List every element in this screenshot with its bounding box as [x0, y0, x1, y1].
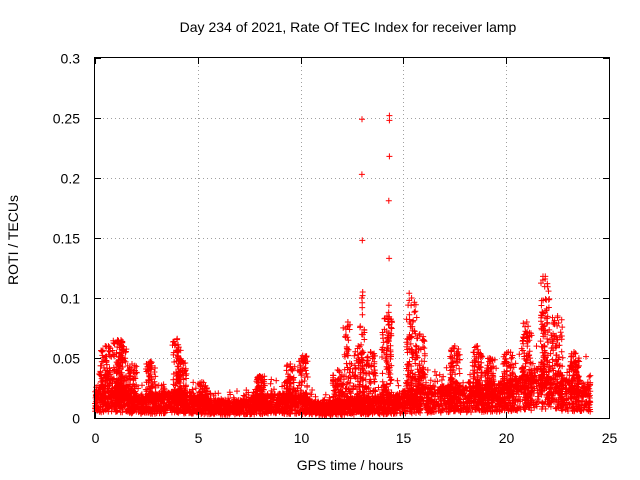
x-tick-label: 15 — [396, 430, 412, 446]
x-tick-label: 25 — [602, 430, 618, 446]
x-tick-label: 10 — [294, 430, 310, 446]
plot-frame — [94, 57, 610, 419]
y-tick-label: 0 — [72, 411, 80, 427]
x-tick-label: 20 — [499, 430, 515, 446]
y-tick-label: 0.2 — [61, 171, 81, 187]
y-tick-label: 0.3 — [61, 51, 81, 67]
chart-title: Day 234 of 2021, Rate Of TEC Index for r… — [180, 19, 517, 35]
x-tick-label: 5 — [195, 430, 203, 446]
x-tick-label: 0 — [92, 430, 100, 446]
y-tick-label: 0.15 — [53, 231, 80, 247]
y-tick-label: 0.1 — [61, 291, 81, 307]
y-tick-label: 0.25 — [53, 111, 80, 127]
x-axis-label: GPS time / hours — [297, 457, 404, 473]
y-tick-label: 0.05 — [53, 351, 80, 367]
data-points — [92, 112, 594, 419]
roti-scatter-points — [92, 112, 594, 419]
y-axis-label: ROTI / TECUs — [5, 195, 21, 285]
axis-ticks: 0 5 10 15 20 25 0 0.05 0.1 0.15 0.2 0.25 0.3 — [53, 51, 618, 447]
